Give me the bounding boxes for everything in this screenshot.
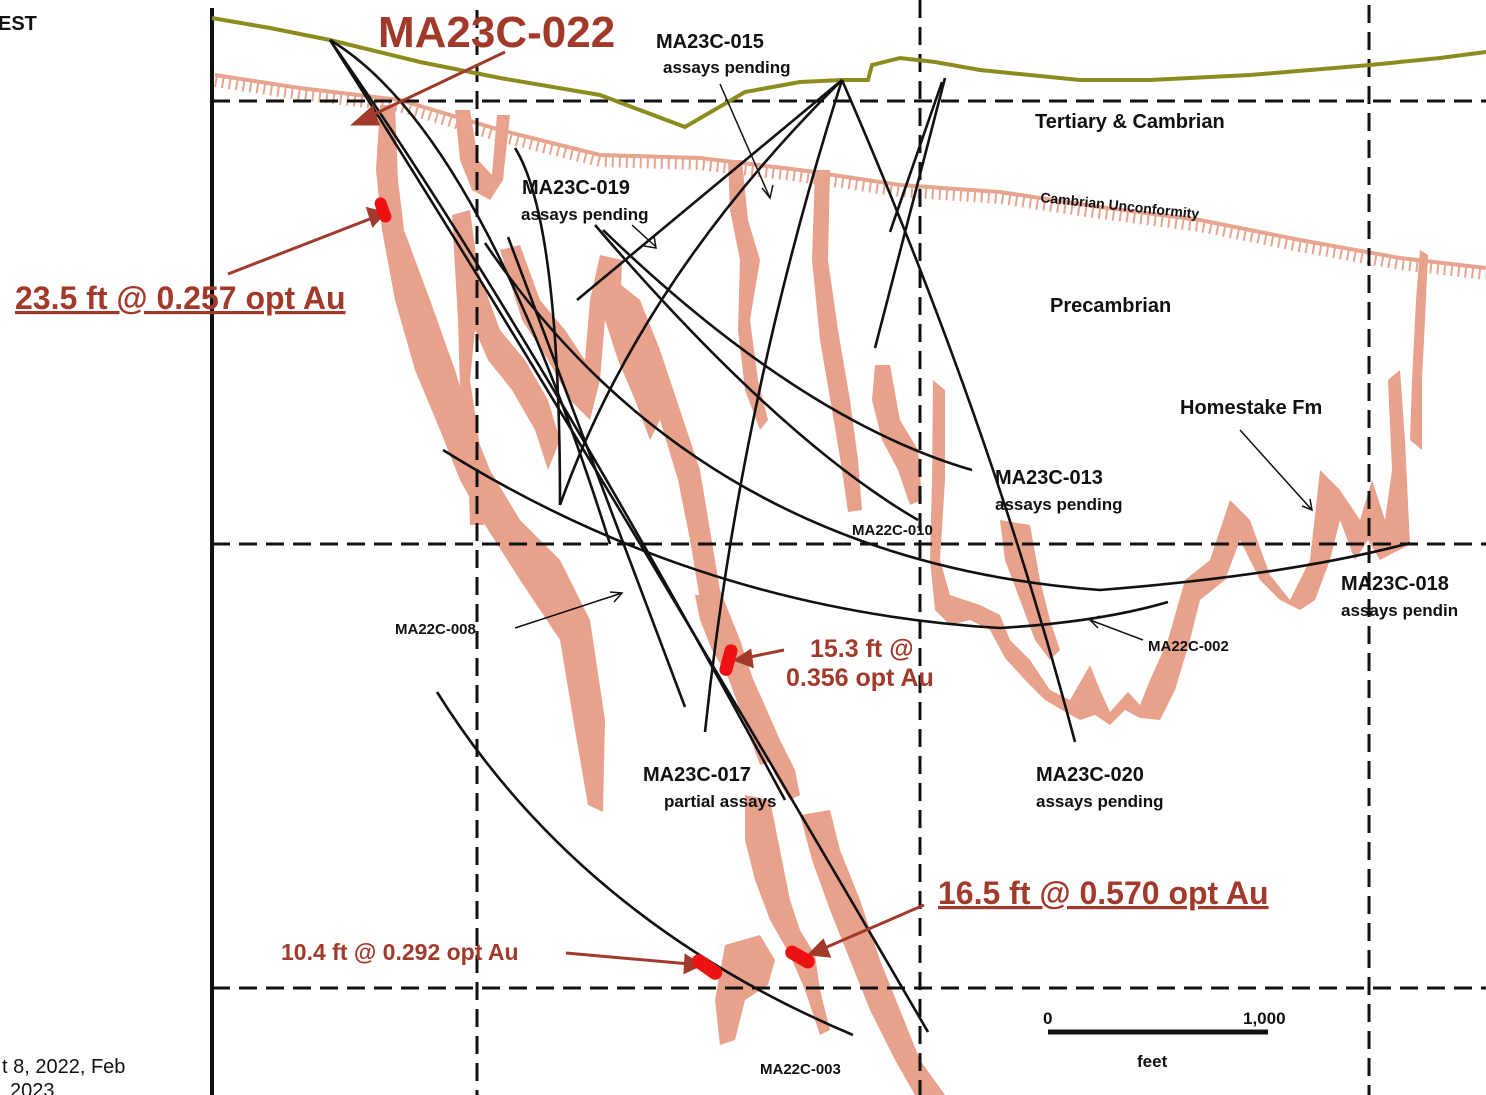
intercept-label-2-line1: 15.3 ft @ — [810, 635, 914, 663]
intercept-label-4: 10.4 ft @ 0.292 opt Au — [281, 939, 519, 965]
arrow-ma23c-022-head — [350, 105, 381, 126]
arrow-intercept-3-head — [806, 938, 832, 958]
cambrian-unconformity — [214, 73, 1486, 280]
label-ma23c-019-status: assays pending — [521, 205, 649, 224]
homestake-body-south-fold-1 — [695, 595, 800, 800]
label-ma22c-002: MA22C-002 — [1148, 638, 1229, 655]
label-ma22c-003: MA22C-003 — [760, 1061, 841, 1078]
label-ma23c-017-status: partial assays — [664, 792, 776, 811]
label-ma23c-013-status: assays pending — [995, 495, 1123, 514]
arrow-ma23c-022 — [361, 50, 506, 122]
scale-bar: 0 1,000 feet — [1043, 1009, 1286, 1071]
drillhole-trace-ma23c-015-sw — [558, 79, 843, 506]
intercept-arrows — [227, 50, 925, 975]
leader-ma23c-015 — [719, 83, 771, 199]
label-ma23c-018: MA23C-018 — [1341, 573, 1449, 595]
intercept-marker-4 — [691, 954, 723, 980]
drillhole-trace-ma22c-002 — [442, 448, 1169, 630]
drillhole-trace-ma22c-003 — [435, 691, 854, 1037]
leader-homestake-head — [1301, 498, 1313, 512]
leader-ma22c-002 — [1089, 619, 1144, 641]
drillhole-trace-ma23c-020 — [840, 79, 1077, 743]
homestake-body-west-limb — [376, 105, 605, 812]
drillhole-trace-east-2 — [888, 81, 944, 233]
scale-unit-label: feet — [1137, 1052, 1168, 1071]
corner-text-bottom-left-2: 2023 — [10, 1080, 55, 1095]
drillhole-trace-ma23c-017 — [703, 79, 844, 733]
homestake-body-south-fold-2 — [745, 795, 830, 1035]
label-ma23c-019: MA23C-019 — [522, 177, 630, 199]
drillhole-trace-ma23c-019b — [506, 236, 687, 708]
drillhole-trace-east-1 — [873, 77, 947, 349]
arrow-intercept-4 — [565, 951, 691, 966]
label-ma23c-017: MA23C-017 — [643, 764, 751, 786]
leader-lines — [514, 83, 1313, 641]
intercept-marker-2 — [719, 644, 738, 676]
homestake-body-keel — [930, 370, 1410, 725]
homestake-formation-bodies — [376, 105, 1428, 1095]
unconformity-ticks — [214, 75, 1486, 280]
label-ma23c-015: MA23C-015 — [656, 31, 764, 53]
arrow-intercept-2-head — [732, 648, 754, 669]
leader-homestake — [1239, 429, 1313, 511]
scale-zero-label: 0 — [1043, 1009, 1052, 1028]
drillhole-trace-ma22c-010 — [594, 224, 919, 522]
homestake-body-east-limb — [1410, 250, 1428, 450]
corner-text-bottom-left-1: t 8, 2022, Feb — [2, 1056, 125, 1078]
scale-max-label: 1,000 — [1243, 1009, 1286, 1028]
homestake-body-south-fold-4 — [715, 935, 775, 1045]
homestake-body-south-fold-3 — [800, 810, 945, 1095]
intercept-markers — [374, 197, 815, 980]
label-ma23c-020: MA23C-020 — [1036, 764, 1144, 786]
label-ma23c-015-status: assays pending — [663, 58, 791, 77]
label-ma23c-022: MA23C-022 — [378, 8, 615, 57]
homestake-body-central-fold-1 — [452, 210, 560, 525]
grid-lines — [212, 0, 1486, 1095]
label-ma22c-010: MA22C-010 — [852, 522, 933, 539]
intercept-label-3: 16.5 ft @ 0.570 opt Au — [938, 875, 1269, 911]
intercept-label-2-line2: 0.356 opt Au — [786, 664, 934, 692]
drill-hole-traces — [328, 38, 1411, 1037]
drillhole-trace-ma23c-013 — [602, 229, 973, 472]
intercept-label-1: 23.5 ft @ 0.257 opt Au — [15, 280, 346, 316]
leader-ma22c-008-head — [609, 591, 624, 603]
homestake-body-central-fold-4 — [728, 160, 768, 430]
topography-line — [211, 16, 1486, 130]
drillhole-trace-ma23c-019 — [513, 147, 562, 506]
leader-ma23c-015-head — [761, 184, 774, 200]
leader-ma23c-019-head — [643, 235, 657, 249]
drillhole-trace-ma23c-018 — [483, 242, 1411, 592]
arrow-intercept-3 — [819, 903, 925, 952]
leader-ma23c-019 — [631, 224, 656, 247]
label-precambrian: Precambrian — [1050, 295, 1171, 317]
intercept-marker-1 — [374, 197, 392, 223]
homestake-body-central-fold-5 — [812, 170, 862, 512]
label-ma23c-013: MA23C-013 — [995, 467, 1103, 489]
label-homestake: Homestake Fm — [1180, 397, 1322, 419]
label-ma22c-008: MA22C-008 — [395, 621, 476, 638]
arrow-intercept-1 — [227, 215, 376, 276]
drillhole-trace-ma23c-015-w — [576, 78, 843, 302]
label-ma23c-020-status: assays pending — [1036, 792, 1164, 811]
label-ma23c-018-status: assays pendin — [1341, 601, 1458, 620]
leader-ma22c-008 — [514, 592, 623, 629]
label-tertiary-cambrian: Tertiary & Cambrian — [1035, 111, 1225, 133]
leader-ma22c-002-head — [1088, 615, 1101, 629]
intercept-marker-3 — [785, 945, 815, 969]
corner-text-top-left: EST — [0, 13, 37, 35]
homestake-body-central-fold-6 — [872, 365, 922, 505]
